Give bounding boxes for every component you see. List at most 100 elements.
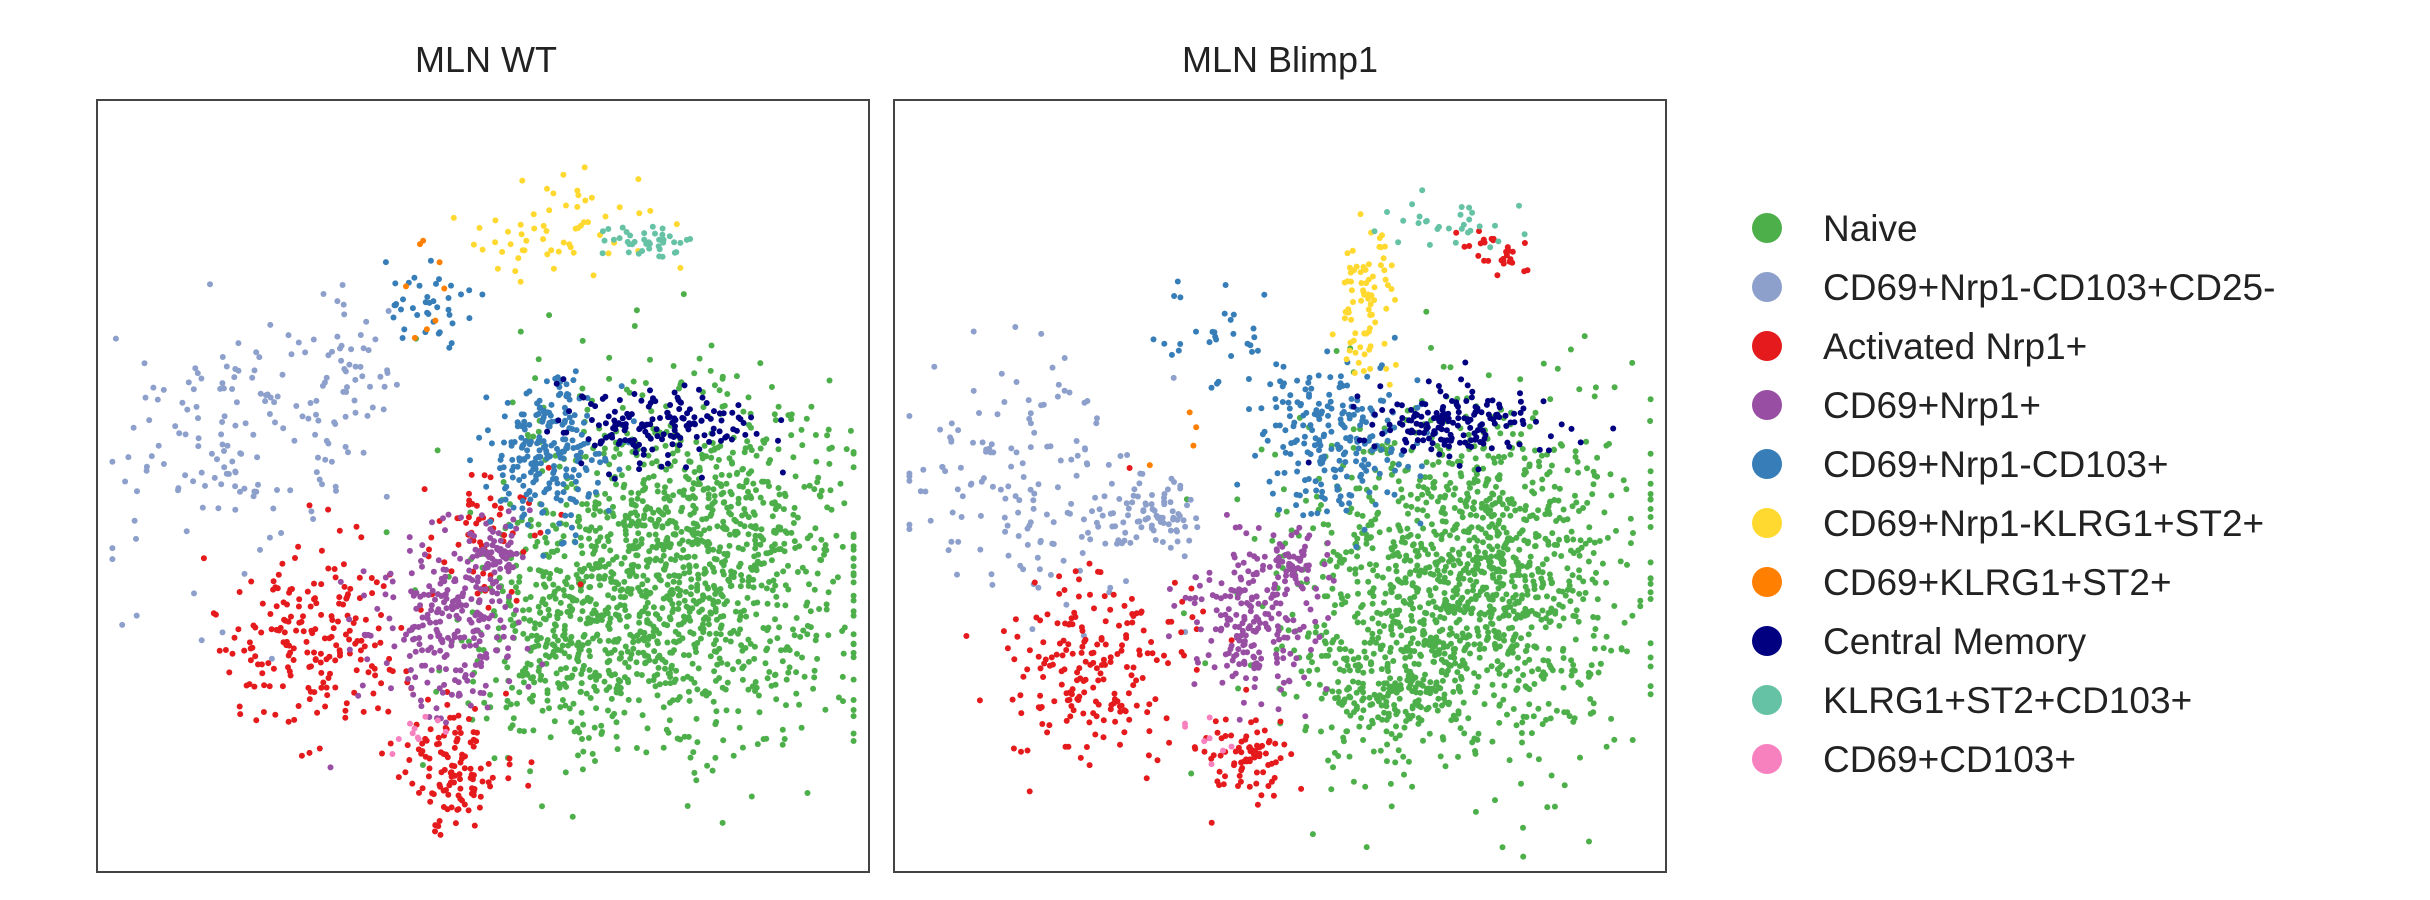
point-naive xyxy=(1514,685,1521,692)
point-naive xyxy=(639,498,646,505)
point-naive xyxy=(1573,499,1580,506)
point-naive xyxy=(659,605,666,611)
point-naive xyxy=(804,535,811,542)
point-naive xyxy=(1415,483,1422,490)
point-activated-nrp1 xyxy=(330,625,337,632)
point-naive xyxy=(593,601,599,608)
point-naive xyxy=(1480,539,1486,546)
point-cd69-nrp1-cd103-cd25 xyxy=(251,367,258,374)
point-naive xyxy=(596,573,603,580)
point-activated-nrp1 xyxy=(1222,716,1229,723)
point-naive xyxy=(559,642,566,649)
point-cd69-nrp1-cd103-cd25 xyxy=(1061,355,1068,361)
point-activated-nrp1 xyxy=(1071,609,1078,616)
point-activated-nrp1 xyxy=(377,639,384,646)
point-activated-nrp1 xyxy=(458,755,465,762)
point-cd69-nrp1-cd103 xyxy=(425,311,432,317)
point-naive xyxy=(1474,628,1481,635)
point-cd69-nrp1-cd103 xyxy=(630,418,637,425)
point-activated-nrp1 xyxy=(322,703,329,710)
point-naive xyxy=(737,521,744,527)
point-activated-nrp1 xyxy=(1098,635,1105,641)
point-activated-nrp1 xyxy=(1193,666,1200,673)
point-naive xyxy=(1409,542,1416,549)
point-activated-nrp1 xyxy=(545,464,552,471)
point-naive xyxy=(1393,619,1400,626)
point-naive xyxy=(1503,505,1510,512)
point-naive xyxy=(769,543,775,550)
point-naive xyxy=(1329,688,1336,695)
point-cd69-nrp1-klrg1-st2 xyxy=(574,203,581,210)
point-naive xyxy=(830,578,837,585)
point-naive xyxy=(633,659,640,666)
point-naive xyxy=(593,632,600,639)
point-naive xyxy=(551,718,558,725)
point-naive xyxy=(750,509,757,516)
point-naive xyxy=(633,545,640,552)
point-naive xyxy=(1350,778,1357,785)
point-naive xyxy=(706,630,713,637)
point-naive xyxy=(1403,502,1410,509)
point-naive xyxy=(555,637,561,644)
point-naive xyxy=(1517,376,1524,383)
point-naive xyxy=(551,633,558,640)
point-naive xyxy=(743,494,750,501)
point-naive xyxy=(1356,723,1363,730)
point-cd69-nrp1 xyxy=(432,619,439,626)
point-naive xyxy=(1630,530,1636,536)
point-cd69-nrp1-klrg1-st2 xyxy=(494,265,501,272)
point-naive xyxy=(1291,647,1298,654)
point-naive xyxy=(1410,605,1416,612)
point-cd69-nrp1-cd103-cd25 xyxy=(393,381,400,388)
point-activated-nrp1 xyxy=(332,684,339,691)
point-naive xyxy=(691,469,698,475)
point-naive xyxy=(1520,824,1526,831)
point-cd69-nrp1-cd103 xyxy=(416,282,423,289)
point-activated-nrp1 xyxy=(1171,579,1178,586)
point-naive xyxy=(1509,573,1516,579)
point-activated-nrp1 xyxy=(444,754,451,761)
point-naive xyxy=(1376,628,1383,635)
point-naive xyxy=(660,546,667,553)
point-cd69-nrp1 xyxy=(424,615,431,622)
point-activated-nrp1 xyxy=(1266,737,1273,744)
point-naive xyxy=(1366,493,1373,500)
point-naive xyxy=(1403,718,1410,724)
point-naive xyxy=(1549,667,1556,674)
point-naive xyxy=(1575,547,1582,554)
point-naive xyxy=(1426,474,1433,481)
point-naive xyxy=(579,766,586,773)
point-naive xyxy=(617,654,624,661)
point-activated-nrp1 xyxy=(419,740,426,747)
point-naive xyxy=(1450,526,1457,533)
point-naive xyxy=(710,546,717,553)
point-naive xyxy=(609,713,616,720)
point-activated-nrp1 xyxy=(455,792,462,799)
point-naive xyxy=(1369,545,1376,552)
point-cd69-nrp1-cd103-cd25 xyxy=(130,424,137,431)
point-naive xyxy=(1513,559,1520,566)
point-activated-nrp1 xyxy=(1074,677,1080,684)
point-naive xyxy=(521,615,528,622)
point-central-memory xyxy=(605,413,612,420)
point-naive xyxy=(1561,782,1568,789)
point-naive xyxy=(1627,515,1634,522)
point-central-memory xyxy=(658,463,665,470)
point-cd69-nrp1-cd103 xyxy=(544,409,551,416)
point-cd69-nrp1-klrg1-st2 xyxy=(636,210,643,217)
point-naive xyxy=(619,586,625,593)
point-cd69-nrp1-cd103-cd25 xyxy=(207,281,213,288)
point-naive xyxy=(1333,563,1340,570)
point-naive xyxy=(1470,506,1477,513)
point-cd69-nrp1-cd103 xyxy=(563,381,570,388)
point-activated-nrp1 xyxy=(260,709,267,715)
point-naive xyxy=(1374,695,1380,702)
point-activated-nrp1 xyxy=(1126,465,1133,471)
point-activated-nrp1 xyxy=(387,740,394,747)
point-naive xyxy=(574,656,581,663)
point-naive xyxy=(1547,396,1554,403)
point-cd69-nrp1-cd103-cd25 xyxy=(1024,541,1031,548)
point-activated-nrp1 xyxy=(395,774,402,781)
point-naive xyxy=(826,460,833,467)
point-activated-nrp1 xyxy=(306,749,313,756)
